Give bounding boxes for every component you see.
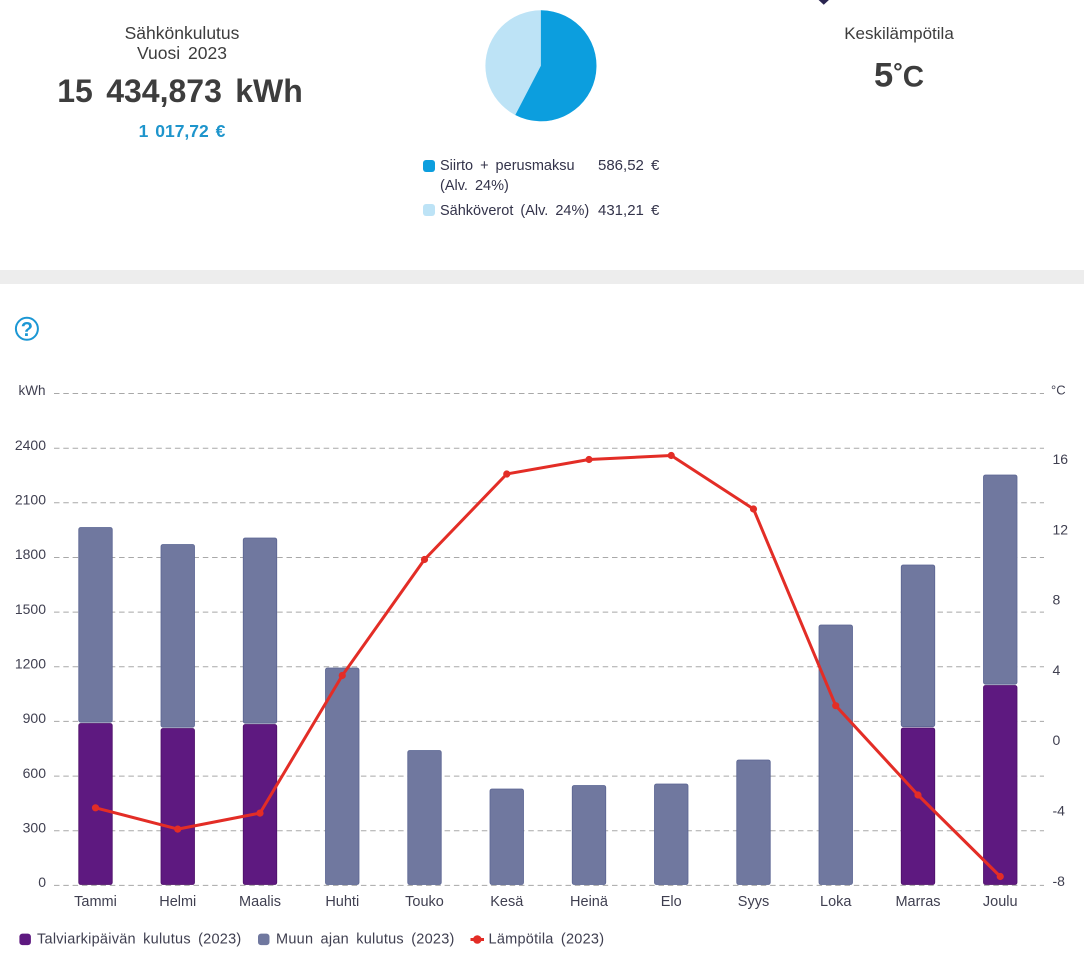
svg-text:2100: 2100 — [15, 492, 46, 508]
svg-text:Syys: Syys — [738, 894, 769, 910]
svg-text:Muun ajan kulutus (2023): Muun ajan kulutus (2023) — [276, 932, 455, 948]
svg-text:Heinä: Heinä — [570, 894, 609, 910]
svg-text:Helmi: Helmi — [159, 894, 196, 910]
svg-text:4: 4 — [1053, 662, 1061, 678]
svg-text:kWh: kWh — [19, 383, 46, 398]
svg-text:Kesä: Kesä — [490, 894, 524, 910]
svg-text:Talviarkipäivän kulutus (2023): Talviarkipäivän kulutus (2023) — [37, 932, 242, 948]
svg-text:Huhti: Huhti — [325, 894, 359, 910]
svg-text:0: 0 — [1053, 732, 1061, 748]
svg-text:1800: 1800 — [15, 546, 46, 562]
svg-text:?: ? — [21, 319, 33, 341]
svg-text:1500: 1500 — [15, 601, 46, 617]
svg-text:°C: °C — [1051, 382, 1066, 397]
svg-text:300: 300 — [23, 819, 47, 835]
svg-text:Maalis: Maalis — [239, 894, 281, 910]
svg-text:Joulu: Joulu — [983, 894, 1018, 910]
svg-text:Touko: Touko — [405, 894, 444, 910]
svg-text:Lämpötila (2023): Lämpötila (2023) — [489, 932, 605, 948]
svg-text:12: 12 — [1053, 521, 1069, 537]
svg-text:Elo: Elo — [661, 894, 682, 910]
svg-text:16: 16 — [1053, 451, 1069, 467]
svg-text:8: 8 — [1053, 592, 1061, 608]
svg-text:2400: 2400 — [15, 437, 46, 453]
svg-text:Marras: Marras — [895, 894, 940, 910]
svg-text:0: 0 — [38, 874, 46, 890]
svg-text:900: 900 — [23, 710, 47, 726]
svg-text:-8: -8 — [1053, 873, 1066, 889]
svg-text:1200: 1200 — [15, 656, 46, 672]
svg-text:600: 600 — [23, 765, 47, 781]
svg-text:Loka: Loka — [820, 894, 852, 910]
svg-text:-4: -4 — [1053, 803, 1066, 819]
svg-text:Tammi: Tammi — [74, 894, 117, 910]
